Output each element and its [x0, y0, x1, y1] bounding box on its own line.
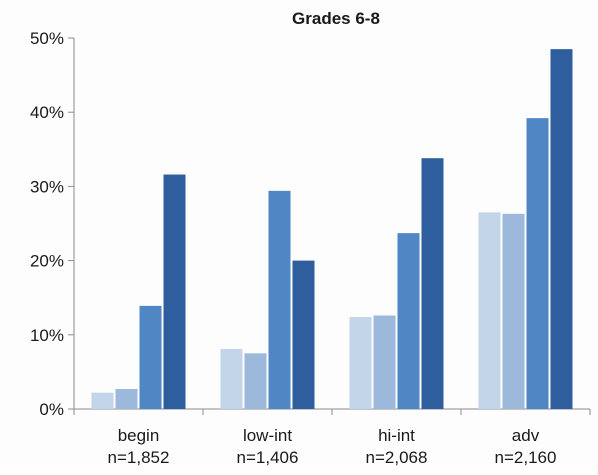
bar [373, 315, 396, 409]
bar [163, 174, 186, 409]
bar [268, 190, 291, 409]
bar [139, 305, 162, 409]
bar [115, 388, 138, 409]
bar [244, 353, 267, 409]
bar [421, 158, 444, 409]
bar [550, 49, 573, 409]
category-label: begin [118, 426, 160, 445]
category-label: low-int [243, 426, 292, 445]
chart-title: Grades 6-8 [292, 9, 380, 28]
category-label: adv [512, 426, 540, 445]
bar [478, 212, 501, 409]
category-count-label: n=2,068 [366, 448, 428, 467]
y-tick-label: 50% [30, 29, 64, 48]
bar [526, 118, 549, 410]
y-tick-label: 10% [30, 326, 64, 345]
bar [397, 233, 420, 409]
category-count-label: n=2,160 [495, 448, 557, 467]
category-count-label: n=1,406 [237, 448, 299, 467]
bar [91, 392, 114, 409]
plot-area: 0% 10% 20% 30% 40% 50% begin n=1,852 low-int n=1,… [30, 29, 591, 467]
y-tick-label: 30% [30, 177, 64, 196]
bar [502, 213, 525, 409]
y-tick-label: 40% [30, 103, 64, 122]
bar [292, 260, 315, 409]
bar [220, 348, 243, 409]
y-tick-label: 0% [39, 400, 64, 419]
category-count-label: n=1,852 [108, 448, 170, 467]
bar [349, 316, 372, 409]
y-tick-label: 20% [30, 252, 64, 271]
category-label: hi-int [378, 426, 415, 445]
